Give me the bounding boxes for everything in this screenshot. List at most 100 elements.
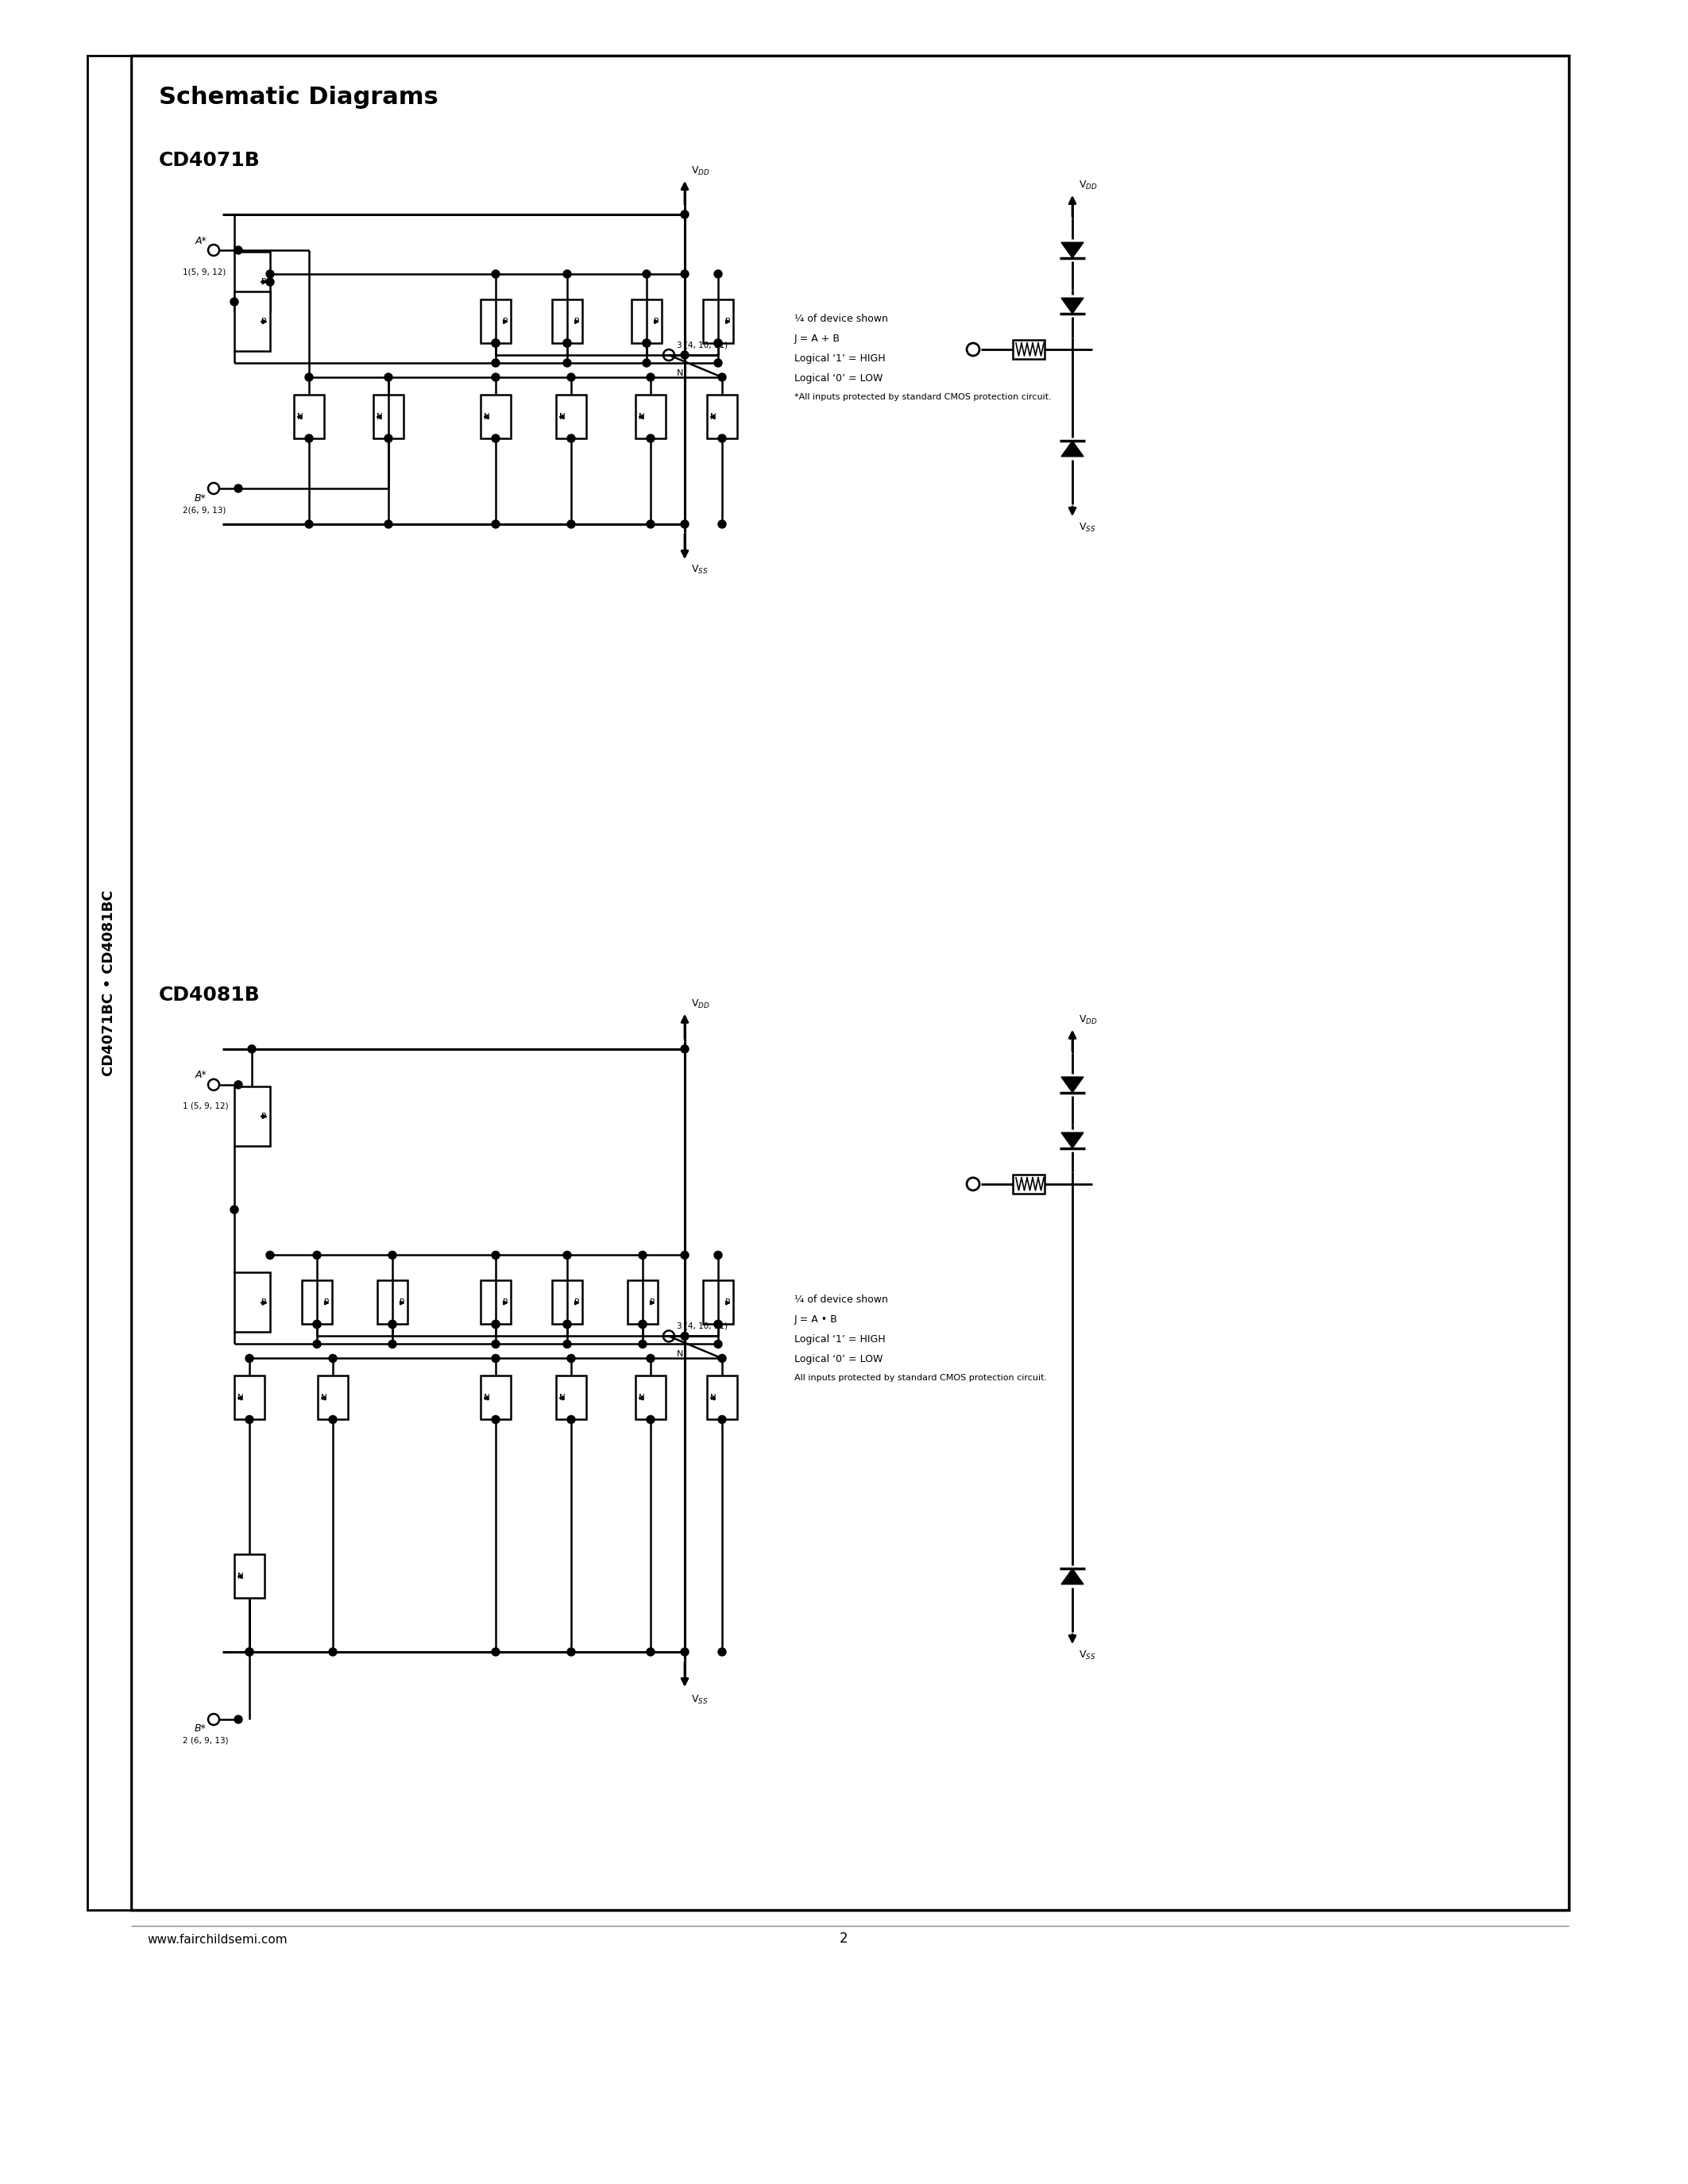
Circle shape: [647, 1354, 655, 1363]
Text: B*: B*: [194, 1723, 206, 1734]
Polygon shape: [1062, 242, 1084, 258]
Text: J = A + B: J = A + B: [795, 334, 841, 343]
Bar: [555, 395, 586, 439]
Circle shape: [312, 1251, 321, 1260]
Circle shape: [245, 1649, 253, 1655]
Bar: [481, 299, 511, 343]
Circle shape: [643, 358, 650, 367]
Bar: [294, 395, 324, 439]
Circle shape: [388, 1251, 397, 1260]
Bar: [628, 1280, 658, 1324]
Bar: [707, 395, 738, 439]
Circle shape: [717, 1354, 726, 1363]
Bar: [702, 1280, 733, 1324]
Circle shape: [491, 1321, 500, 1328]
Circle shape: [235, 1714, 243, 1723]
Circle shape: [235, 1081, 243, 1088]
Circle shape: [388, 1321, 397, 1328]
Circle shape: [680, 352, 689, 358]
Text: V$_{DD}$: V$_{DD}$: [1079, 1013, 1097, 1026]
Circle shape: [717, 373, 726, 382]
Text: A*: A*: [194, 236, 206, 247]
Circle shape: [312, 1321, 321, 1328]
Circle shape: [680, 1251, 689, 1260]
Text: N: N: [238, 1393, 243, 1402]
Bar: [317, 1376, 348, 1420]
Text: V$_{SS}$: V$_{SS}$: [1079, 1649, 1096, 1662]
Bar: [481, 1376, 511, 1420]
Circle shape: [245, 1354, 253, 1363]
Text: N: N: [638, 413, 645, 422]
Bar: [481, 1280, 511, 1324]
Circle shape: [643, 339, 650, 347]
Text: Logical ‘0’ = LOW: Logical ‘0’ = LOW: [795, 373, 883, 384]
Text: V$_{SS}$: V$_{SS}$: [690, 563, 709, 577]
Circle shape: [491, 520, 500, 529]
Bar: [378, 1280, 407, 1324]
Circle shape: [312, 1321, 321, 1328]
Circle shape: [714, 339, 722, 347]
Text: N: N: [559, 1393, 565, 1402]
Circle shape: [329, 1415, 338, 1424]
Text: P: P: [262, 277, 267, 286]
Circle shape: [267, 271, 273, 277]
Circle shape: [564, 1321, 571, 1328]
Bar: [235, 251, 270, 312]
Bar: [481, 395, 511, 439]
Circle shape: [647, 1649, 655, 1655]
Text: Schematic Diagrams: Schematic Diagrams: [159, 85, 439, 109]
Circle shape: [564, 1251, 571, 1260]
Text: ¼ of device shown: ¼ of device shown: [795, 1295, 888, 1306]
Polygon shape: [1062, 1133, 1084, 1149]
Text: N: N: [711, 413, 716, 422]
Text: P: P: [574, 317, 579, 325]
Circle shape: [714, 358, 722, 367]
Circle shape: [491, 435, 500, 443]
Text: N: N: [711, 1393, 716, 1402]
Circle shape: [267, 277, 273, 286]
Circle shape: [638, 1321, 647, 1328]
Circle shape: [491, 373, 500, 382]
Text: N: N: [677, 369, 684, 378]
Circle shape: [638, 1251, 647, 1260]
Bar: [1013, 341, 1045, 358]
Text: All inputs protected by standard CMOS protection circuit.: All inputs protected by standard CMOS pr…: [795, 1374, 1047, 1382]
Circle shape: [235, 485, 243, 491]
Text: 2 (6, 9, 13): 2 (6, 9, 13): [182, 1736, 228, 1745]
Circle shape: [491, 1321, 500, 1328]
Circle shape: [230, 1206, 238, 1214]
Bar: [235, 290, 270, 352]
Circle shape: [680, 210, 689, 218]
Text: P: P: [262, 1299, 267, 1306]
Text: N: N: [376, 413, 383, 422]
Text: N: N: [484, 413, 490, 422]
Bar: [702, 299, 733, 343]
Text: N: N: [677, 1350, 684, 1358]
Text: ¼ of device shown: ¼ of device shown: [795, 314, 888, 323]
Circle shape: [491, 358, 500, 367]
Text: *All inputs protected by standard CMOS protection circuit.: *All inputs protected by standard CMOS p…: [795, 393, 1052, 402]
Circle shape: [491, 1341, 500, 1348]
Text: P: P: [262, 317, 267, 325]
Text: P: P: [400, 1299, 405, 1306]
Circle shape: [643, 271, 650, 277]
Circle shape: [567, 373, 576, 382]
Circle shape: [230, 297, 238, 306]
Circle shape: [385, 520, 392, 529]
Text: V$_{SS}$: V$_{SS}$: [1079, 522, 1096, 533]
Circle shape: [564, 358, 571, 367]
Circle shape: [567, 1354, 576, 1363]
Bar: [1013, 1175, 1045, 1192]
Text: 2(6, 9, 13): 2(6, 9, 13): [182, 507, 226, 513]
Circle shape: [564, 271, 571, 277]
Circle shape: [491, 339, 500, 347]
Text: P: P: [262, 1112, 267, 1120]
Circle shape: [248, 1044, 257, 1053]
Circle shape: [388, 1321, 397, 1328]
Circle shape: [564, 339, 571, 347]
Text: P: P: [650, 1299, 655, 1306]
Circle shape: [491, 339, 500, 347]
Text: N: N: [638, 1393, 645, 1402]
Text: V$_{SS}$: V$_{SS}$: [690, 1695, 709, 1706]
Circle shape: [567, 1415, 576, 1424]
